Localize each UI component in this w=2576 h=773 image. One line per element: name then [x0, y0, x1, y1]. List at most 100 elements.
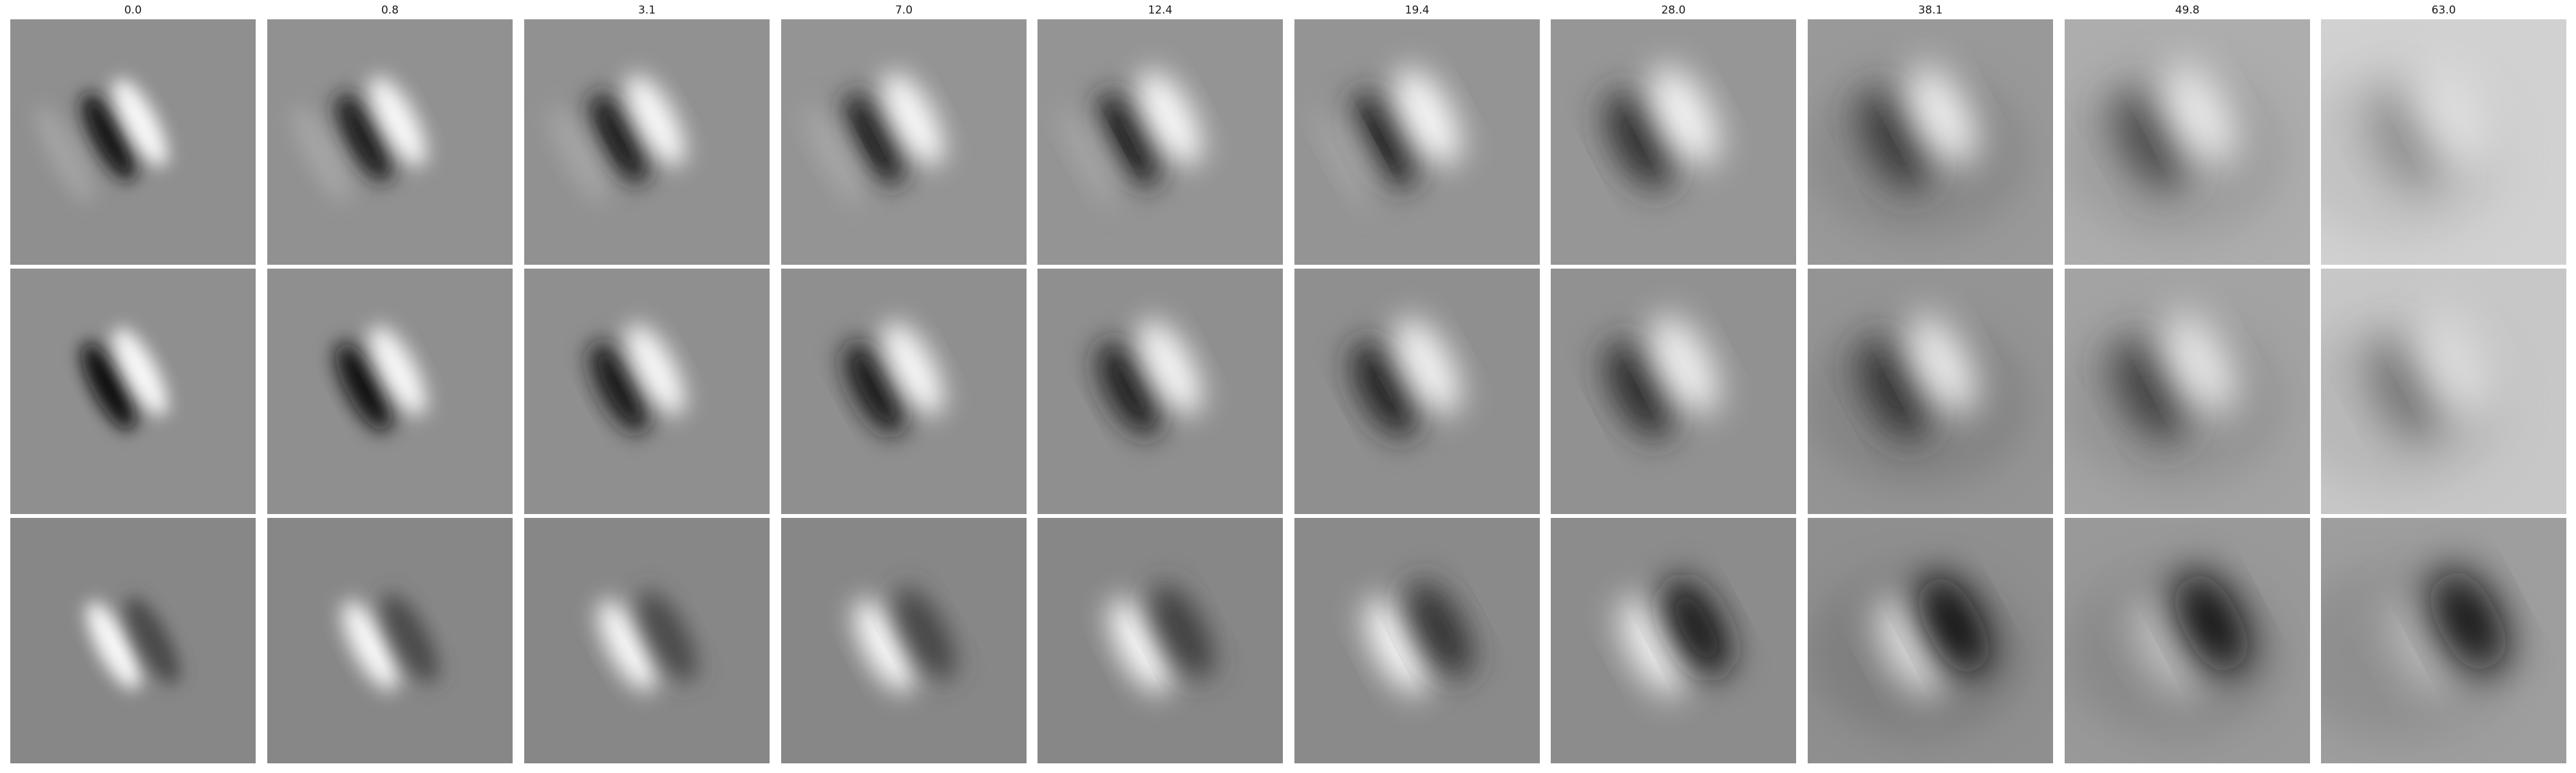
panel-background	[10, 518, 256, 763]
bright-lobe	[113, 78, 167, 167]
filter-panel-r0-c4	[1037, 19, 1283, 265]
bright-lobe	[882, 321, 943, 415]
dark-lobe	[2430, 569, 2506, 673]
bright-lobe	[1650, 316, 1718, 415]
filter-image	[2321, 269, 2566, 514]
filter-panel-r2-c2	[524, 518, 770, 763]
filter-panel-r1-c6	[1551, 269, 1796, 514]
filter-image	[1037, 518, 1283, 763]
bright-lobe	[113, 327, 167, 416]
bright-lobe	[1365, 597, 1430, 694]
filter-panel-r2-c4	[1037, 518, 1283, 763]
dark-lobe	[1351, 91, 1417, 189]
column-title-3: 7.0	[895, 4, 913, 17]
filter-panel-r1-c2	[524, 269, 770, 514]
filter-panel-r0-c2	[524, 19, 770, 265]
filter-panel-r1-c0	[10, 269, 256, 514]
dark-lobe	[81, 342, 136, 431]
filter-panel-r0-c9	[2321, 19, 2566, 265]
bright-lobe	[853, 598, 915, 692]
side-lobe	[549, 106, 607, 203]
dark-lobe	[1859, 340, 1930, 441]
side-lobe	[35, 106, 93, 203]
filter-panel-r0-c0	[10, 19, 256, 265]
filter-panel-r2-c5	[1294, 518, 1540, 763]
dark-lobe	[638, 590, 697, 682]
filter-image	[2065, 518, 2310, 763]
filter-panel-r2-c0	[10, 518, 256, 763]
filter-image	[2065, 19, 2310, 265]
filter-panel-r1-c5	[1294, 269, 1540, 514]
filter-image	[1551, 269, 1796, 514]
bright-lobe	[1109, 598, 1172, 693]
dark-lobe	[2367, 90, 2443, 194]
dark-lobe	[336, 93, 392, 183]
filter-image	[1808, 518, 2053, 763]
filter-panel-r0-c1	[267, 19, 513, 265]
bright-lobe	[370, 325, 426, 415]
dark-lobe	[1097, 91, 1161, 187]
dark-lobe	[2367, 339, 2443, 443]
filter-image	[10, 269, 256, 514]
column-title-8: 49.8	[2175, 4, 2200, 17]
dark-lobe	[2113, 90, 2186, 193]
filter-image	[267, 518, 513, 763]
dark-lobe	[81, 93, 136, 182]
filter-panel-r0-c8	[2065, 19, 2310, 265]
filter-panel-r1-c7	[1808, 269, 2053, 514]
filter-image	[10, 518, 256, 763]
filter-image	[10, 19, 256, 265]
column-title-9: 63.0	[2431, 4, 2456, 17]
dark-lobe	[895, 587, 956, 681]
bright-lobe	[882, 72, 943, 166]
dark-lobe	[1406, 581, 1472, 678]
filter-image	[1294, 518, 1540, 763]
filter-image	[524, 19, 770, 265]
filter-image	[524, 269, 770, 514]
dark-lobe	[1097, 341, 1161, 436]
filter-image	[267, 19, 513, 265]
column-title-7: 38.1	[1918, 4, 1943, 17]
bright-lobe	[2163, 312, 2236, 414]
filter-image	[1294, 269, 1540, 514]
dark-lobe	[1859, 91, 1930, 191]
filter-panel-r2-c1	[267, 518, 513, 763]
bright-lobe	[1650, 66, 1718, 166]
side-lobe	[806, 106, 864, 203]
filter-image	[524, 518, 770, 763]
dark-lobe	[382, 593, 439, 683]
filter-image	[781, 518, 1027, 763]
bright-lobe	[370, 76, 426, 166]
filter-panel-r0-c7	[1808, 19, 2053, 265]
filter-panel-r1-c3	[781, 269, 1027, 514]
bright-lobe	[1138, 320, 1202, 415]
filter-panel-r2-c6	[1551, 518, 1796, 763]
bright-lobe	[342, 600, 399, 691]
dark-lobe	[126, 596, 180, 685]
bright-lobe	[1906, 64, 1977, 165]
filter-image	[1551, 19, 1796, 265]
column-title-6: 28.0	[1661, 4, 1686, 17]
bright-lobe	[1138, 70, 1202, 166]
filter-image	[1808, 19, 2053, 265]
bright-lobe	[1875, 595, 1946, 696]
panel-background	[267, 518, 513, 763]
dark-lobe	[1150, 584, 1214, 680]
bright-lobe	[1906, 314, 1977, 414]
bright-lobe	[2418, 61, 2494, 165]
filter-panel-r2-c3	[781, 518, 1027, 763]
filter-panel-r0-c3	[781, 19, 1027, 265]
filter-image	[1037, 269, 1283, 514]
dark-lobe	[336, 342, 392, 432]
filter-image	[1294, 19, 1540, 265]
dark-lobe	[844, 92, 905, 186]
dark-lobe	[844, 341, 905, 435]
bright-lobe	[626, 74, 685, 166]
bright-lobe	[626, 323, 685, 415]
filter-panel-r1-c9	[2321, 269, 2566, 514]
dark-lobe	[1605, 91, 1673, 190]
bright-lobe	[86, 601, 140, 690]
dark-lobe	[1605, 340, 1673, 439]
dark-lobe	[2113, 339, 2186, 442]
bright-lobe	[1620, 596, 1688, 695]
